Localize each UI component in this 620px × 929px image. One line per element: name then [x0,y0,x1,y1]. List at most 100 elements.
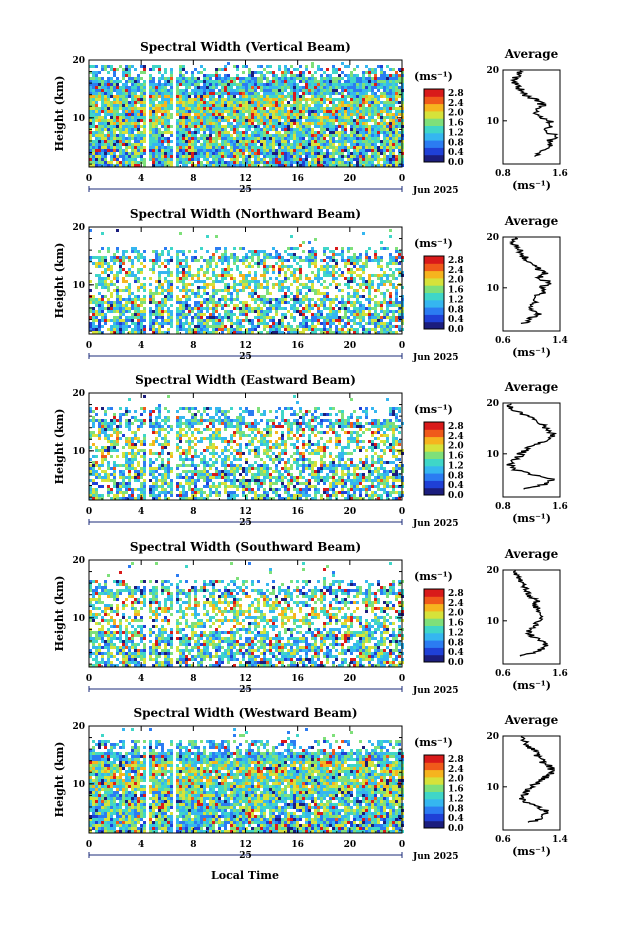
heatmap-cell [365,119,368,122]
heatmap-cell [272,155,275,158]
heatmap-cell [332,110,335,113]
heatmap-cell [218,131,221,134]
heatmap-cell [140,304,143,307]
heatmap-cell [233,77,236,80]
heatmap-cell [113,116,116,119]
heatmap-cell [161,86,164,89]
heatmap-cell [116,289,119,292]
heatmap-cell [191,152,194,155]
heatmap-cell [101,307,104,310]
heatmap-cell [326,83,329,86]
heatmap-cell [278,253,281,256]
heatmap-cell [158,104,161,107]
heatmap-cell [176,298,179,301]
heatmap-cell [269,86,272,89]
heatmap-cell [110,319,113,322]
heatmap-cell [191,140,194,143]
heatmap-cell [275,298,278,301]
heatmap-cell [119,271,122,274]
heatmap-cell [386,107,389,110]
heatmap-cell [347,295,350,298]
heatmap-cell [194,134,197,137]
heatmap-cell [353,271,356,274]
heatmap-cell [275,155,278,158]
heatmap-cell [107,128,110,131]
heatmap-cell [203,319,206,322]
heatmap-cell [347,137,350,140]
heatmap-cell [266,110,269,113]
heatmap-cell [341,128,344,131]
heatmap-cell [332,122,335,125]
heatmap-cell [251,295,254,298]
heatmap-cell [272,331,275,334]
heatmap-cell [227,319,230,322]
heatmap-cell [395,134,398,137]
heatmap-cell [134,164,137,167]
heatmap-cell [131,134,134,137]
heatmap-cell [320,322,323,325]
heatmap-cell [353,256,356,259]
heatmap-cell [305,116,308,119]
heatmap-cell [335,295,338,298]
heatmap-cell [107,137,110,140]
heatmap-cell [359,307,362,310]
heatmap-cell [221,80,224,83]
heatmap-cell [164,113,167,116]
heatmap-cell [119,107,122,110]
heatmap-cell [89,289,92,292]
heatmap-cell [155,161,158,164]
heatmap-cell [215,125,218,128]
heatmap-cell [251,140,254,143]
heatmap-cell [347,101,350,104]
heatmap-cell [203,110,206,113]
heatmap-cell [341,62,344,65]
heatmap-cell [251,80,254,83]
heatmap-cell [224,164,227,167]
heatmap-cell [323,259,326,262]
heatmap-cell [380,164,383,167]
heatmap-cell [194,125,197,128]
heatmap-cell [152,98,155,101]
heatmap-cell [179,280,182,283]
heatmap-cell [338,107,341,110]
heatmap-cell [320,161,323,164]
heatmap-cell [287,253,290,256]
heatmap-cell [143,68,146,71]
heatmap-cell [110,122,113,125]
heatmap-cell [371,164,374,167]
heatmap-cell [149,146,152,149]
heatmap-cell [314,304,317,307]
heatmap-cell [395,155,398,158]
heatmap-cell [143,71,146,74]
heatmap-cell [245,125,248,128]
heatmap-cell [215,146,218,149]
heatmap-cell [155,89,158,92]
heatmap-cell [104,137,107,140]
heatmap-cell [356,125,359,128]
heatmap-cell [323,161,326,164]
heatmap-cell [233,143,236,146]
heatmap-cell [332,101,335,104]
heatmap-cell [326,274,329,277]
heatmap-cell [212,268,215,271]
heatmap-cell [230,122,233,125]
heatmap-cell [140,271,143,274]
heatmap-cell [338,101,341,104]
heatmap-cell [284,274,287,277]
heatmap-cell [347,286,350,289]
heatmap-cell [386,143,389,146]
heatmap-cell [290,325,293,328]
heatmap-cell [386,98,389,101]
heatmap-cell [398,86,401,89]
heatmap-cell [143,319,146,322]
heatmap-cell [257,256,260,259]
heatmap-cell [227,74,230,77]
heatmap-cell [227,98,230,101]
heatmap-cell [203,146,206,149]
heatmap-cell [125,164,128,167]
heatmap-cell [92,134,95,137]
heatmap-cell [332,92,335,95]
heatmap-cell [323,110,326,113]
heatmap-cell [281,95,284,98]
heatmap-cell [116,128,119,131]
